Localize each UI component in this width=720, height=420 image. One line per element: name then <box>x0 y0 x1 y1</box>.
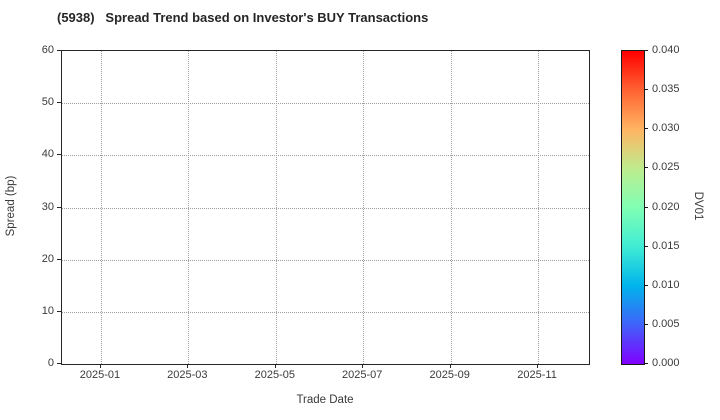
colorbar-tick-label: 0.020 <box>652 200 680 213</box>
y-tick-mark <box>57 102 61 104</box>
y-tick-label: 40 <box>41 148 54 161</box>
x-tick-label: 2025-07 <box>342 369 383 381</box>
y-tick-mark <box>57 50 61 51</box>
h-gridline <box>62 207 589 209</box>
x-tick-mark <box>449 364 451 368</box>
x-tick-mark <box>537 364 539 368</box>
colorbar-axis-label: DV01 <box>692 191 704 221</box>
y-tick-label: 50 <box>41 96 54 109</box>
colorbar-gradient <box>621 50 645 365</box>
chart-title: (5938) Spread Trend based on Investor's … <box>57 10 429 25</box>
y-tick-label: 20 <box>41 252 54 265</box>
h-gridline <box>62 155 589 157</box>
y-tick-mark <box>57 363 61 364</box>
colorbar-tick-label: 0.025 <box>652 161 680 174</box>
v-gridline <box>100 51 102 364</box>
y-tick-mark <box>57 258 61 260</box>
y-tick-label: 30 <box>41 200 54 213</box>
colorbar-tick-mark <box>644 167 648 169</box>
x-tick-label: 2025-01 <box>79 369 121 381</box>
h-gridline <box>62 311 589 313</box>
v-gridline <box>188 51 190 364</box>
x-tick-mark <box>99 364 101 368</box>
x-tick-label: 2025-09 <box>429 369 470 381</box>
colorbar-tick-mark <box>644 89 648 91</box>
v-gridline <box>538 51 540 364</box>
v-gridline <box>363 51 365 364</box>
v-gridline <box>275 51 277 364</box>
colorbar-tick-mark <box>644 323 648 325</box>
colorbar-tick-mark <box>644 245 648 247</box>
colorbar-tick-label: 0.010 <box>652 278 680 291</box>
colorbar-tick-mark <box>644 363 648 364</box>
x-tick-label: 2025-05 <box>254 369 295 381</box>
x-tick-mark <box>274 364 276 368</box>
h-gridline <box>62 103 589 105</box>
v-gridline <box>450 51 452 364</box>
y-tick-mark <box>57 154 61 156</box>
y-tick-mark <box>57 310 61 312</box>
x-tick-mark <box>362 364 364 368</box>
colorbar-tick-label: 0.030 <box>652 122 680 135</box>
colorbar-tick-mark <box>644 206 648 208</box>
x-tick-label: 2025-03 <box>167 369 208 381</box>
plot-area <box>61 50 590 365</box>
colorbar-tick-mark <box>644 50 648 51</box>
colorbar-tick-label: 0.035 <box>652 83 680 96</box>
colorbar-tick-label: 0.005 <box>652 317 680 330</box>
x-tick-mark <box>187 364 189 368</box>
colorbar-tick-label: 0.040 <box>652 44 680 56</box>
y-tick-label: 0 <box>47 357 54 369</box>
x-tick-label: 2025-11 <box>517 369 557 381</box>
y-tick-label: 10 <box>41 304 54 317</box>
y-tick-mark <box>57 206 61 208</box>
colorbar-tick-mark <box>644 128 648 130</box>
colorbar-tick-label: 0.000 <box>652 357 680 369</box>
colorbar-tick-label: 0.015 <box>652 239 680 252</box>
h-gridline <box>62 259 589 261</box>
colorbar-tick-mark <box>644 284 648 286</box>
x-axis-label: Trade Date <box>296 394 354 406</box>
y-tick-label: 60 <box>41 44 54 56</box>
